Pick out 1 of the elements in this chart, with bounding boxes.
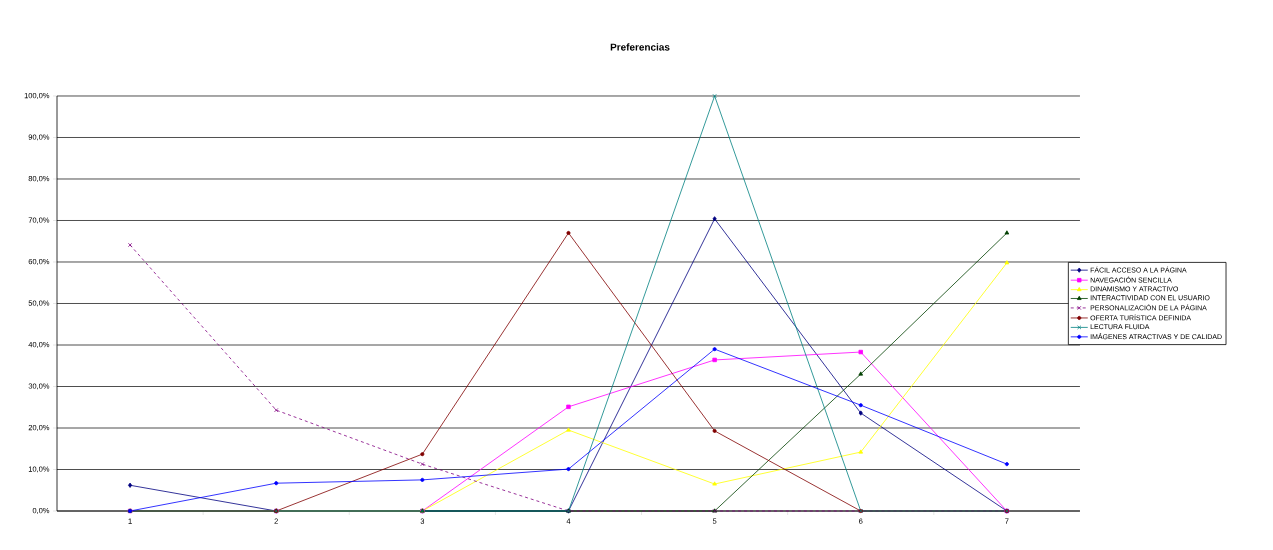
chart-title: Preferencias [610, 43, 670, 51]
